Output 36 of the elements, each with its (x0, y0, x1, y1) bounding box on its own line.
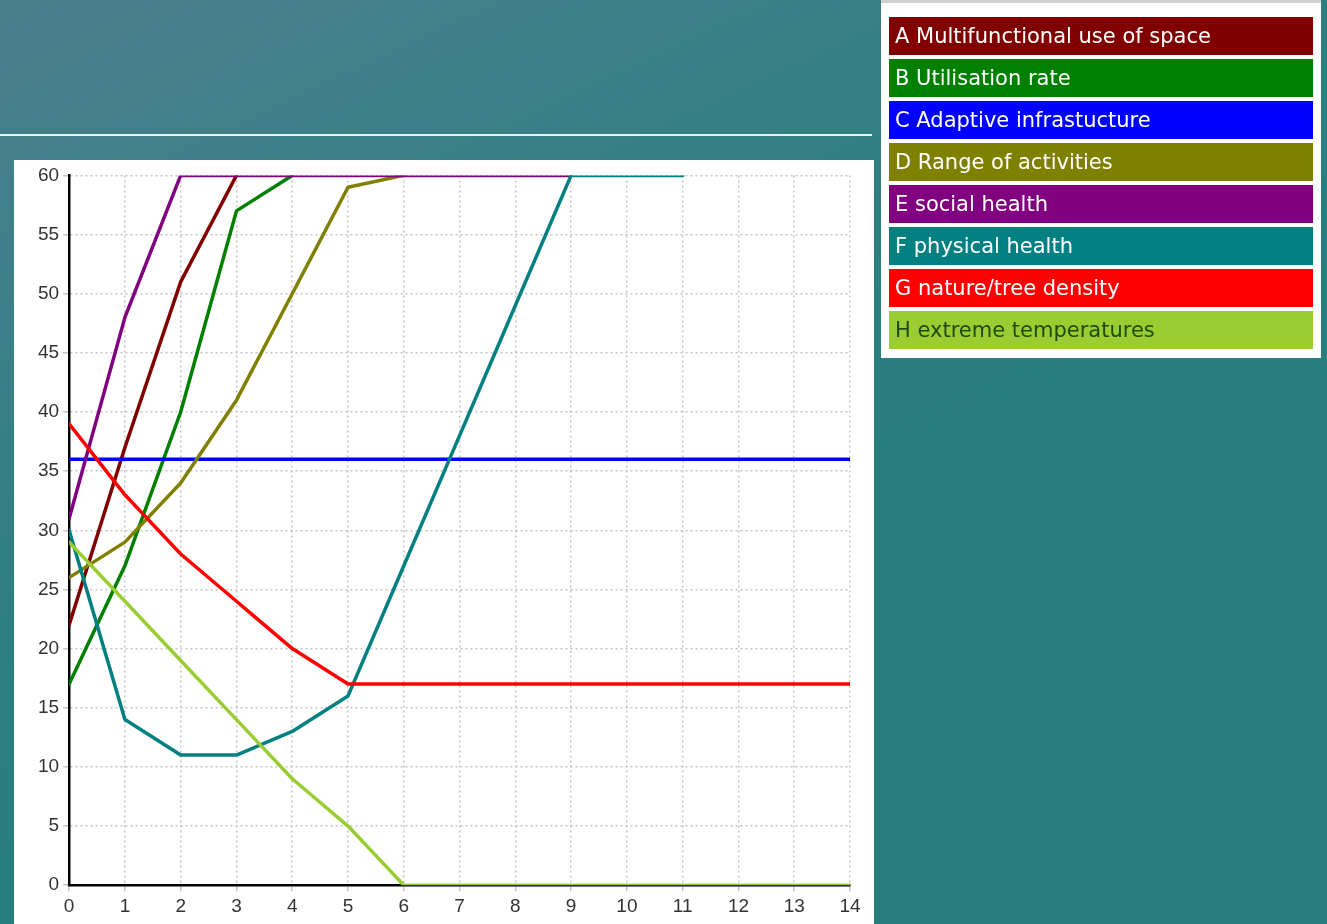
x-tick-label: 14 (839, 894, 861, 916)
text: B Utilisation rate (895, 66, 1071, 90)
text: H extreme temperatures (895, 318, 1155, 342)
x-tick-label: 11 (672, 894, 693, 916)
y-tick-label: 50 (37, 281, 60, 303)
y-tick-label: 60 (37, 163, 60, 185)
x-tick-label: 2 (175, 894, 186, 916)
y-tick-label: 35 (37, 459, 60, 481)
x-tick-label: 6 (398, 894, 410, 916)
x-tick-label: 3 (231, 894, 242, 916)
text: C Adaptive infrastucture (895, 108, 1151, 132)
y-tick-label: 25 (37, 577, 60, 599)
x-tick-label: 13 (783, 894, 805, 916)
text: F physical health (895, 234, 1073, 258)
x-tick-label: 10 (616, 894, 638, 916)
y-tick-label: 55 (37, 222, 60, 244)
text: A Multifunctional use of space (895, 24, 1211, 48)
text: D Range of activities (895, 150, 1113, 174)
y-tick-label: 15 (37, 695, 60, 717)
y-tick-label: 5 (48, 814, 60, 836)
y-tick-label: 0 (48, 873, 60, 895)
x-tick-label: 5 (342, 894, 354, 916)
x-tick-label: 12 (727, 894, 750, 916)
text: E social health (895, 192, 1048, 216)
x-tick-label: 0 (63, 894, 75, 916)
y-tick-label: 45 (37, 341, 60, 363)
y-tick-label: 40 (37, 400, 60, 422)
y-tick-label: 30 (37, 518, 60, 540)
x-tick-label: 7 (454, 894, 465, 916)
x-tick-label: 9 (565, 894, 577, 916)
x-tick-label: 8 (510, 894, 521, 916)
text: G nature/tree density (895, 276, 1120, 300)
x-tick-label: 4 (286, 894, 298, 916)
x-tick-label: 1 (119, 894, 131, 916)
y-tick-label: 20 (37, 636, 60, 658)
y-tick-label: 10 (37, 755, 60, 777)
